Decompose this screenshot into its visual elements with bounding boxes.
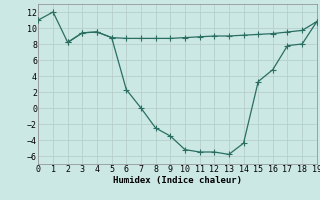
X-axis label: Humidex (Indice chaleur): Humidex (Indice chaleur) xyxy=(113,176,242,185)
